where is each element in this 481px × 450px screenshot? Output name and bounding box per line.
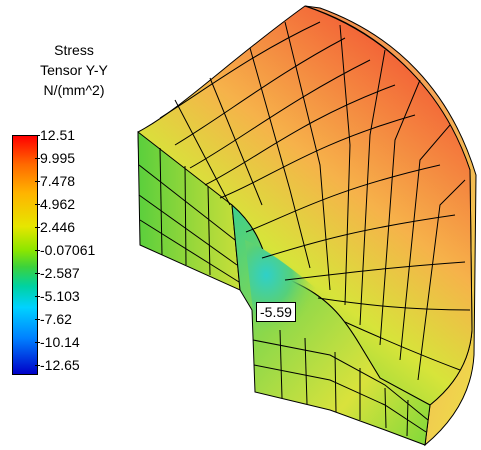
legend-tick-11: -12.65 [35,357,80,373]
legend-title-line-1: Stress [54,42,94,58]
legend-tick-1: 12.51 [34,127,76,143]
legend-tick-5: 2.446 [34,219,76,235]
legend-tick-7: -2.587 [35,265,80,281]
legend-title-line-2: Tensor Y-Y [40,62,108,78]
legend-tick-10: -10.14 [35,334,80,350]
probe-value-label[interactable]: -5.59 [256,302,296,322]
color-scale-bar [12,135,38,375]
legend-tick-4: 4.962 [34,196,76,212]
legend-tick-2: 9.995 [34,150,76,166]
legend-tick-9: -7.62 [35,311,72,327]
mesh-lines [159,21,471,381]
left-mesh [138,147,240,283]
legend-tick-3: 7.478 [34,173,76,189]
front-mesh [252,329,429,437]
legend-title-line-3: N/(mm^2) [43,82,105,98]
legend-tick-8: -5.103 [35,288,80,304]
legend-tick-6: -0.07061 [34,242,96,258]
